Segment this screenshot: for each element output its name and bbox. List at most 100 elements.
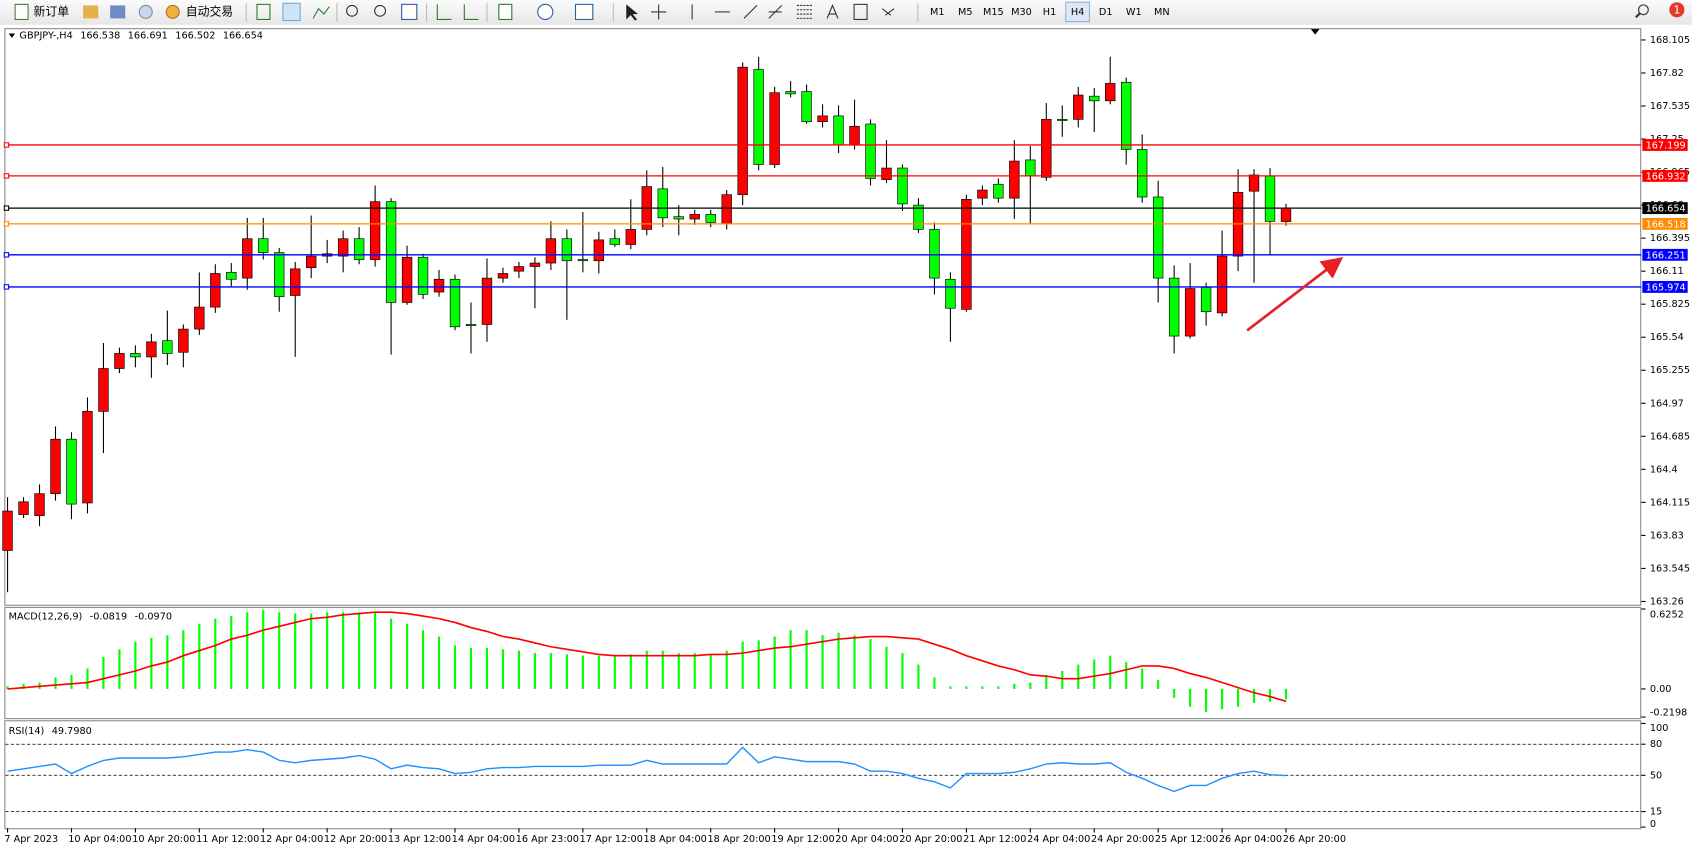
macd-bar — [853, 635, 856, 689]
candle-body — [1200, 287, 1212, 313]
y-tick-label: 168.105 — [1650, 35, 1690, 46]
timeframe-button[interactable]: D1 — [1099, 7, 1113, 18]
symbol-marker — [8, 33, 16, 38]
y-tick-label: -0.2198 — [1650, 708, 1687, 719]
level-line-label: 166.518 — [1646, 219, 1686, 230]
icon[interactable] — [138, 4, 153, 19]
y-tick-label: 167.82 — [1650, 68, 1684, 79]
macd-bar — [390, 618, 393, 689]
trendline-tool[interactable] — [743, 5, 758, 19]
icon — [165, 4, 180, 19]
candle-body — [353, 238, 365, 260]
timeframe-button[interactable]: M15 — [983, 7, 1004, 18]
candle-body — [1009, 160, 1020, 199]
macd-bar — [405, 623, 409, 689]
y-tick-label: 164.685 — [1650, 431, 1690, 442]
icon[interactable] — [312, 6, 330, 19]
search-button[interactable] — [1635, 4, 1649, 19]
icon[interactable] — [83, 5, 99, 19]
y-tick-label: 167.535 — [1650, 101, 1690, 112]
candle-body — [1025, 159, 1036, 177]
candle-body — [162, 340, 173, 354]
level-line-label-bg — [1642, 217, 1688, 230]
icon[interactable] — [537, 3, 554, 21]
level-line-label: 166.251 — [1646, 250, 1686, 261]
timeframe-button[interactable]: M1 — [930, 7, 945, 18]
timeframe-button[interactable]: M30 — [1011, 7, 1032, 18]
timeframe-button[interactable]: M5 — [958, 7, 973, 18]
candle-body — [417, 256, 429, 295]
y-tick-label: 165.54 — [1650, 332, 1684, 343]
macd-bar — [6, 686, 9, 689]
icon[interactable] — [498, 3, 513, 21]
level-line-label-bg — [1642, 280, 1688, 293]
channel-tool[interactable] — [768, 5, 783, 19]
level-line-label: 167.199 — [1646, 141, 1686, 152]
candle-body — [705, 214, 716, 223]
candle-body — [98, 368, 109, 412]
macd-bar — [965, 686, 968, 689]
x-tick-label: 21 Apr 12:00 — [963, 834, 1026, 845]
x-tick-label: 17 Apr 12:00 — [580, 834, 643, 845]
auto-trading-button[interactable]: 自动交易 — [165, 4, 233, 19]
icon[interactable] — [374, 4, 387, 17]
auto-trading-label: 自动交易 — [186, 4, 233, 18]
macd-bar — [773, 636, 776, 689]
timeframe-button[interactable]: H4 — [1071, 7, 1084, 18]
current-price-line-handle — [3, 205, 10, 211]
fibo-tool[interactable] — [796, 4, 812, 19]
level-line-handle — [3, 221, 10, 227]
rsi-header: RSI(14) 49.7980 — [9, 726, 92, 737]
candle-body — [577, 259, 589, 262]
arrows-tool[interactable] — [881, 8, 895, 16]
candle-body — [833, 115, 844, 146]
icon[interactable] — [401, 3, 418, 21]
macd-bar — [597, 655, 600, 689]
candle-body — [593, 239, 605, 262]
text-tool[interactable] — [826, 4, 839, 19]
icon[interactable] — [436, 4, 452, 21]
new-order-button[interactable]: 新订单 — [14, 3, 69, 21]
candle-body — [625, 229, 636, 245]
cursor-tool[interactable] — [626, 4, 639, 21]
macd-bar — [1125, 662, 1128, 689]
open-value: 166.538 — [80, 31, 120, 42]
icon[interactable] — [574, 3, 594, 21]
y-tick-label: 164.4 — [1650, 464, 1678, 475]
notification-badge[interactable]: 1 — [1669, 2, 1685, 18]
label-tool[interactable] — [853, 3, 868, 21]
candle-body — [1216, 255, 1228, 314]
candle-body — [1057, 119, 1068, 121]
timeframe-button[interactable]: W1 — [1126, 7, 1142, 18]
candle-body — [34, 493, 45, 517]
macd-bar — [198, 623, 201, 689]
x-tick-label: 11 Apr 12:00 — [196, 834, 259, 845]
timeframe-button[interactable]: H1 — [1043, 7, 1056, 18]
crosshair-tool[interactable] — [651, 4, 667, 20]
candle-body — [274, 252, 285, 297]
timeframe-button[interactable]: MN — [1154, 7, 1170, 18]
badge-bg — [1669, 2, 1685, 18]
macd-bar — [837, 632, 840, 689]
candle-body — [385, 201, 397, 303]
icon[interactable] — [346, 4, 358, 17]
candle-body — [1168, 277, 1180, 337]
macd-bar — [1013, 683, 1016, 689]
macd-bar — [246, 612, 249, 689]
macd-bar — [214, 618, 217, 689]
candle-body — [849, 125, 860, 146]
icon[interactable] — [282, 2, 301, 22]
y-tick-label: 166.395 — [1650, 233, 1690, 244]
candle-body — [210, 273, 221, 308]
icon[interactable] — [463, 4, 479, 21]
icon — [1635, 12, 1641, 19]
candle-body — [929, 229, 940, 279]
candle-body — [178, 328, 189, 353]
candle-body — [769, 92, 780, 165]
icon[interactable] — [256, 3, 271, 21]
candle-body — [513, 266, 525, 272]
macd-bar — [1109, 655, 1112, 689]
candle-body — [1121, 81, 1132, 150]
macd-bar — [885, 646, 888, 689]
icon[interactable] — [110, 5, 126, 19]
